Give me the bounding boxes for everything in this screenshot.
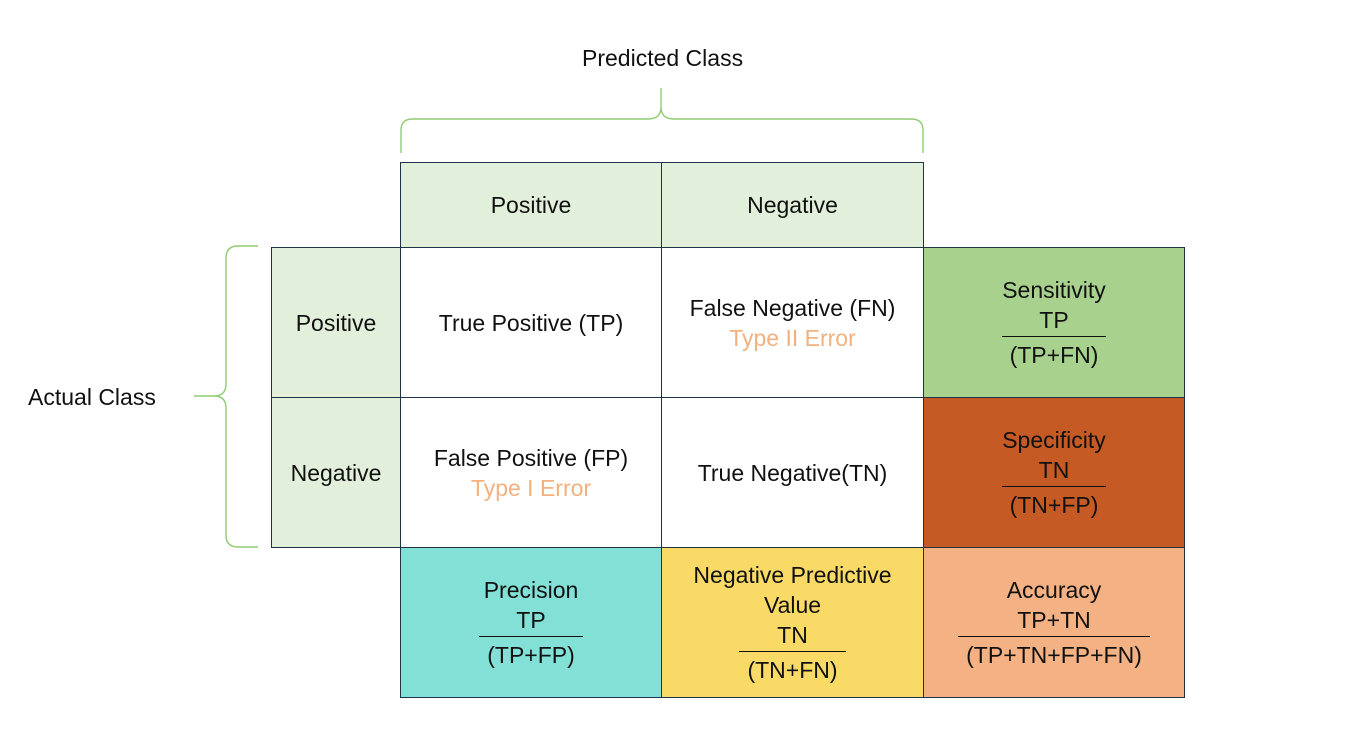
sensitivity-denominator: (TP+FN): [1009, 342, 1099, 368]
row-header-positive: Positive: [271, 247, 401, 398]
type-i-error-text: Type I Error: [470, 474, 592, 501]
sensitivity-numerator: TP: [1039, 307, 1069, 333]
predicted-class-brace: [400, 88, 924, 153]
npv-name: Negative Predictive Value: [693, 562, 892, 618]
precision-numerator: TP: [516, 607, 546, 633]
npv-numerator: TN: [777, 622, 808, 648]
precision-denominator: (TP+FP): [487, 642, 575, 668]
sensitivity-name: Sensitivity: [1002, 277, 1106, 303]
npv-cell: Negative Predictive Value TN (TN+FN): [661, 547, 924, 698]
npv-fraction: TN (TN+FN): [739, 620, 846, 685]
precision-fraction: TP (TP+FP): [479, 605, 583, 670]
accuracy-fraction: TP+TN (TP+TN+FP+FN): [958, 605, 1150, 670]
npv-fraction-bar: [739, 651, 846, 652]
precision-fraction-bar: [479, 636, 583, 637]
true-positive-text: True Positive (TP): [438, 309, 624, 336]
specificity-name: Specificity: [1002, 427, 1106, 453]
false-negative-text: False Negative (FN): [689, 294, 896, 321]
sensitivity-cell: Sensitivity TP (TP+FN): [923, 247, 1185, 398]
specificity-cell: Specificity TN (TN+FP): [923, 397, 1185, 548]
accuracy-numerator: TP+TN: [1017, 607, 1091, 633]
predicted-class-label: Predicted Class: [582, 45, 744, 71]
specificity-fraction-bar: [1001, 486, 1107, 487]
accuracy-denominator: (TP+TN+FP+FN): [966, 642, 1142, 668]
column-header-positive: Positive: [400, 162, 662, 248]
row-header-negative-text: Negative: [290, 459, 382, 486]
row-header-positive-text: Positive: [295, 309, 377, 336]
false-positive-text: False Positive (FP): [433, 444, 629, 471]
specificity-denominator: (TN+FP): [1009, 492, 1099, 518]
actual-class-brace: [194, 245, 258, 548]
actual-class-label: Actual Class: [28, 384, 156, 410]
true-negative-text: True Negative(TN): [697, 459, 888, 486]
precision-name: Precision: [483, 577, 579, 603]
column-header-negative: Negative: [661, 162, 924, 248]
true-positive-cell: True Positive (TP): [400, 247, 662, 398]
accuracy-cell: Accuracy TP+TN (TP+TN+FP+FN): [923, 547, 1185, 698]
precision-cell: Precision TP (TP+FP): [400, 547, 662, 698]
column-header-positive-text: Positive: [490, 192, 572, 218]
false-negative-cell: False Negative (FN) Type II Error: [661, 247, 924, 398]
specificity-fraction: TN (TN+FP): [1001, 455, 1107, 520]
npv-denominator: (TN+FN): [747, 657, 838, 683]
accuracy-name: Accuracy: [1006, 577, 1102, 603]
sensitivity-fraction-bar: [1001, 336, 1107, 337]
type-ii-error-text: Type II Error: [729, 324, 856, 351]
false-positive-cell: False Positive (FP) Type I Error: [400, 397, 662, 548]
specificity-numerator: TN: [1038, 457, 1070, 483]
column-header-negative-text: Negative: [747, 192, 838, 218]
row-header-negative: Negative: [271, 397, 401, 548]
true-negative-cell: True Negative(TN): [661, 397, 924, 548]
sensitivity-fraction: TP (TP+FN): [1001, 305, 1107, 370]
accuracy-fraction-bar: [958, 636, 1150, 637]
